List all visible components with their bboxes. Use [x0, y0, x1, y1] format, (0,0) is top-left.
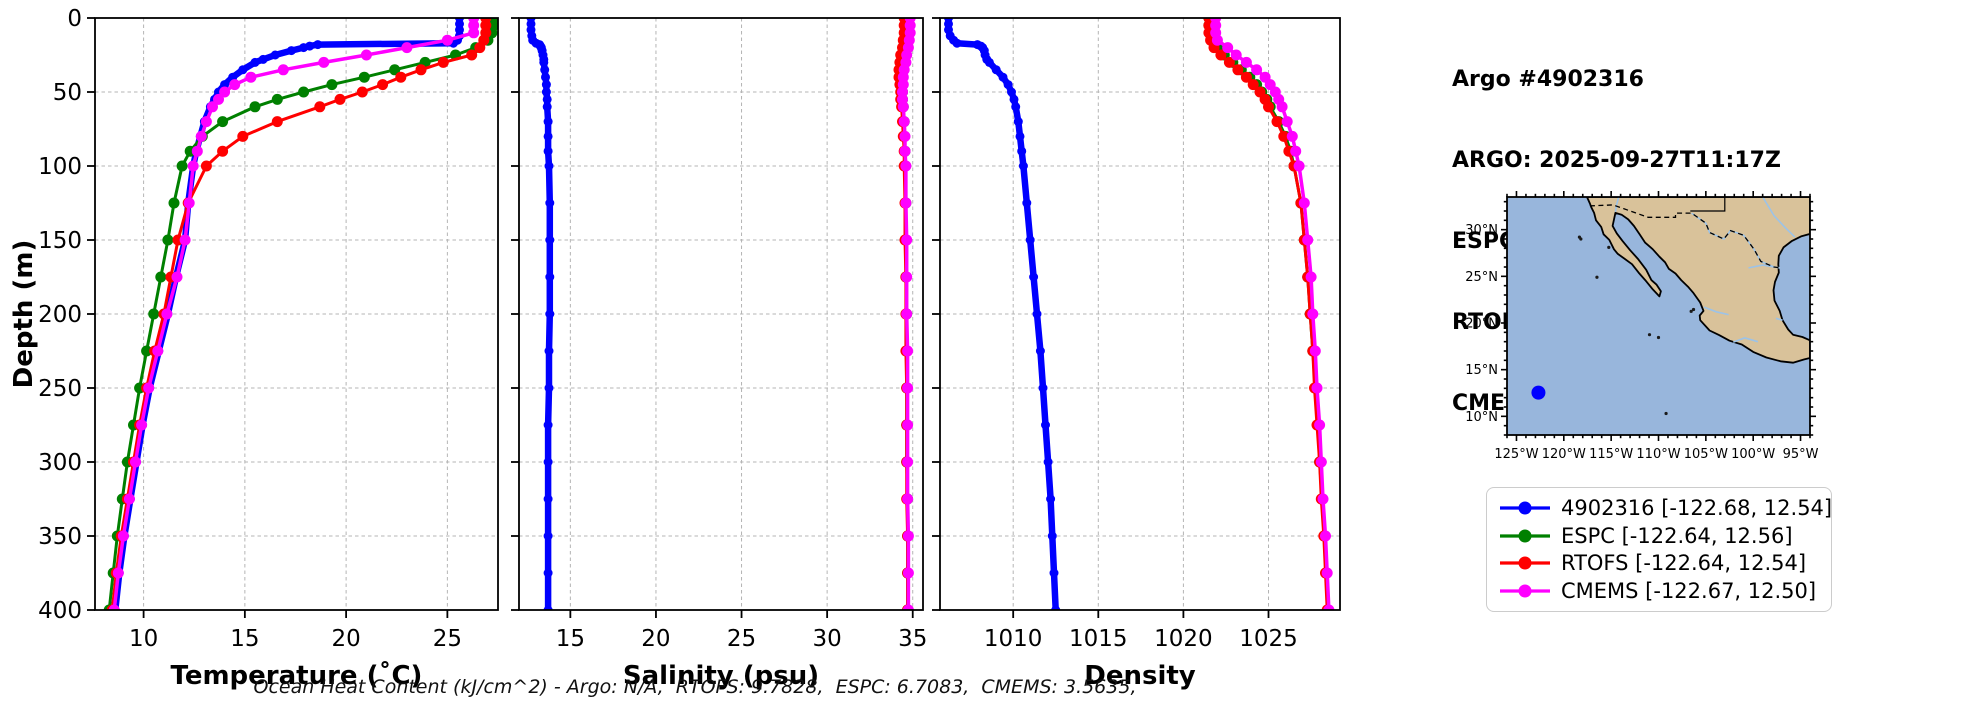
legend-item-4902316: 4902316 [-122.68, 12.54] — [1497, 494, 1832, 522]
legend: 4902316 [-122.68, 12.54] ESPC [-122.64, 1… — [1486, 487, 1832, 612]
legend-label: 4902316 [-122.68, 12.54] — [1561, 495, 1833, 520]
grid — [519, 18, 923, 610]
map-island — [1664, 411, 1668, 416]
legend-marker-icon — [1500, 501, 1550, 515]
svg-text:1020: 1020 — [1154, 626, 1213, 652]
svg-text:105°W: 105°W — [1684, 447, 1728, 462]
map-island — [1647, 333, 1652, 337]
svg-text:25: 25 — [433, 626, 462, 652]
series-4902316 — [526, 18, 555, 610]
legend-item-cmems: CMEMS [-122.67, 12.50] — [1497, 577, 1821, 605]
svg-text:25°N: 25°N — [1465, 270, 1498, 285]
svg-text:1010: 1010 — [984, 626, 1043, 652]
xaxis-label: Salinity (psu) — [623, 661, 819, 691]
svg-text:30: 30 — [812, 626, 841, 652]
svg-text:20: 20 — [331, 626, 360, 652]
map-river — [1775, 317, 1783, 321]
series-cmems — [108, 18, 480, 610]
legend-label: CMEMS [-122.67, 12.50] — [1561, 579, 1817, 604]
legend-label: RTOFS [-122.64, 12.54] — [1561, 551, 1807, 576]
svg-text:15: 15 — [230, 626, 259, 652]
legend-marker-icon — [1500, 556, 1550, 570]
map-ticks — [1501, 191, 1816, 441]
map-river — [1748, 264, 1775, 269]
series-cmems — [897, 18, 916, 610]
svg-text:35: 35 — [898, 626, 927, 652]
map-border — [1589, 204, 1781, 269]
svg-text:1015: 1015 — [1069, 626, 1128, 652]
ohc-annotation: Ocean Heat Content (kJ/cm^2) - Argo: N/A… — [253, 676, 1137, 698]
map-river — [1614, 197, 1620, 213]
map-island — [1579, 237, 1583, 241]
svg-text:250: 250 — [38, 376, 82, 402]
legend-marker-icon — [1500, 584, 1550, 598]
svg-text:400: 400 — [38, 598, 82, 624]
map-state-line — [1690, 197, 1726, 212]
map-river — [1703, 306, 1729, 316]
svg-text:10: 10 — [129, 626, 158, 652]
svg-text:120°W: 120°W — [1542, 447, 1586, 462]
grid — [95, 18, 498, 610]
svg-text:30°N: 30°N — [1465, 223, 1498, 238]
panel-temperature: 10 15 20 25050100150200250300350400Temperat… — [9, 6, 499, 691]
svg-text:200: 200 — [38, 302, 82, 328]
svg-text:20: 20 — [641, 626, 670, 652]
panel-density: 1010 1015 1020 1025 Density — [932, 17, 1341, 691]
location-map: 10°N 15°N 20°N 25°N 30°N 125°W 120°W 115°W 110°W… — [1465, 191, 1819, 462]
svg-text:20°N: 20°N — [1465, 317, 1498, 332]
map-island — [1595, 275, 1599, 279]
svg-text:25: 25 — [727, 626, 756, 652]
svg-text:1025: 1025 — [1239, 626, 1298, 652]
header-title: Argo #4902316 — [1452, 67, 1644, 92]
profile-plots: 10 15 20 25050100150200250300350400Temperat… — [9, 6, 1341, 691]
svg-text:125°W: 125°W — [1494, 447, 1538, 462]
series-4902316 — [944, 18, 1061, 610]
svg-text:350: 350 — [38, 524, 82, 550]
svg-text:115°W: 115°W — [1589, 447, 1633, 462]
map-land — [1586, 197, 1810, 364]
map-river — [1762, 197, 1796, 238]
grid — [940, 18, 1340, 610]
svg-text:15°N: 15°N — [1465, 363, 1498, 378]
yaxis-label: Depth (m) — [9, 240, 39, 389]
svg-text:95°W: 95°W — [1783, 447, 1819, 462]
xaxis-label: Temperature (˚C) — [171, 660, 423, 691]
map-tick-labels: 10°N 15°N 20°N 25°N 30°N 125°W 120°W 115°W 110°W… — [1465, 223, 1818, 462]
map-island — [1607, 245, 1611, 249]
svg-text:100°W: 100°W — [1731, 447, 1775, 462]
axes: 15 20 25 30 35 — [511, 17, 927, 652]
map-river — [1733, 337, 1759, 343]
xaxis-label: Density — [1084, 661, 1196, 691]
panel-salinity: 15 20 25 30 35 Salinity (psu) — [511, 17, 927, 691]
map-island — [1656, 335, 1661, 340]
svg-text:50: 50 — [53, 80, 82, 106]
float-location-marker — [1531, 385, 1546, 400]
map-island — [1691, 307, 1696, 312]
header-argo-time: ARGO: 2025-09-27T11:17Z — [1452, 148, 1781, 173]
svg-text:0: 0 — [67, 6, 82, 32]
legend-marker-icon — [1500, 529, 1550, 543]
svg-text:110°W: 110°W — [1636, 447, 1680, 462]
axes: 1010 1015 1020 1025 — [932, 17, 1341, 652]
map-island — [1689, 309, 1693, 313]
svg-text:10°N: 10°N — [1465, 410, 1498, 425]
legend-item-rtofs: RTOFS [-122.64, 12.54] — [1497, 550, 1821, 578]
legend-item-espc: ESPC [-122.64, 12.56] — [1497, 522, 1821, 550]
svg-text:300: 300 — [38, 450, 82, 476]
svg-text:15: 15 — [556, 626, 585, 652]
legend-label: ESPC [-122.64, 12.56] — [1561, 523, 1793, 548]
series-cmems — [1210, 18, 1335, 610]
svg-text:150: 150 — [38, 228, 82, 254]
svg-text:100: 100 — [38, 154, 82, 180]
